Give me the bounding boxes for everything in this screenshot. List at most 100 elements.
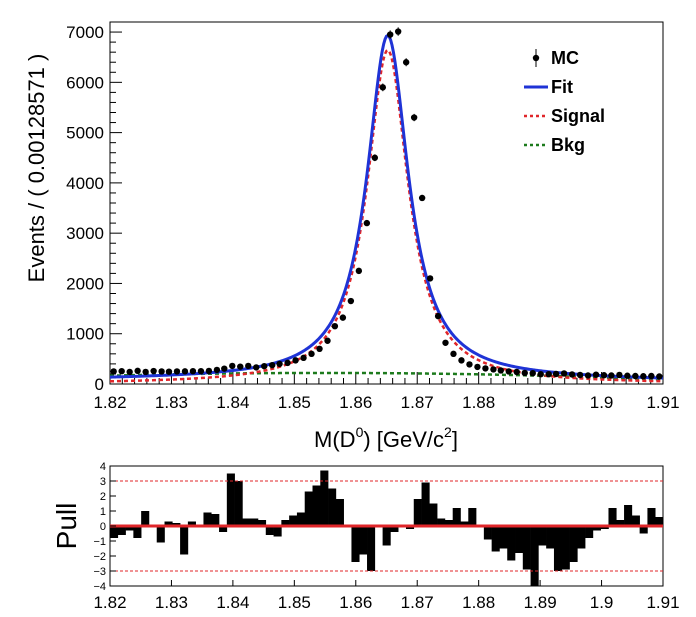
mc-data-point (284, 359, 291, 367)
pull-y-tick-label: 1 (100, 506, 106, 518)
pull-bar (444, 520, 454, 526)
mc-data-point (513, 368, 520, 376)
pull-bar (289, 515, 298, 526)
pull-bar (553, 526, 563, 571)
mc-data-point (410, 114, 418, 121)
pull-bar (257, 520, 267, 526)
pull-bar (413, 499, 422, 526)
pull-y-tick-label: −2 (93, 551, 106, 563)
pull-bar (390, 526, 399, 532)
pull-bar (437, 518, 446, 526)
main-y-tick-label: 6000 (66, 73, 104, 92)
pull-bar (491, 526, 500, 552)
mc-data-point (158, 368, 165, 375)
mc-data-point (118, 367, 125, 375)
mc-data-point (529, 369, 536, 377)
mc-data-point (379, 84, 387, 91)
pull-reference-lines (110, 480, 663, 572)
main-y-tick-label: 0 (95, 375, 104, 394)
pull-bar (203, 512, 212, 526)
pull-bar (187, 521, 196, 526)
pull-bar (304, 491, 313, 526)
mc-data-point (126, 368, 133, 376)
mc-data-point (640, 373, 647, 380)
main-y-tick-label: 1000 (66, 325, 104, 344)
main-y-tick-label: 5000 (66, 124, 104, 143)
mc-data-point (355, 267, 363, 275)
main-plot-frame (109, 21, 664, 385)
pull-bar (507, 526, 516, 561)
legend-entry-signal: Signal (524, 106, 605, 126)
main-x-tick-label: 1.83 (155, 393, 188, 412)
mc-data-point (466, 361, 473, 368)
mc-data-point (497, 367, 504, 374)
pull-y-tick-label: 4 (100, 461, 106, 473)
main-x-tick-label: 1.86 (339, 393, 372, 412)
pull-bar (624, 505, 633, 526)
pull-bar (281, 520, 290, 526)
mc-data-point (308, 350, 315, 358)
mc-data-point (324, 337, 331, 344)
fit-curves (109, 33, 664, 383)
mc-data-point (110, 368, 117, 375)
mc-data-point (458, 357, 465, 364)
pull-bar (359, 526, 368, 555)
pull-bar (452, 508, 461, 526)
main-y-tick-label: 3000 (66, 224, 104, 243)
pull-x-tick-label: 1.84 (216, 593, 249, 612)
mc-data-point (592, 371, 600, 378)
pull-x-tick-label: 1.83 (155, 593, 188, 612)
pull-bars (110, 470, 664, 586)
mc-data-point (442, 339, 449, 346)
pull-bar (499, 526, 508, 549)
pull-bar (328, 488, 337, 526)
mc-data-point (331, 322, 339, 330)
mc-data-point (253, 364, 260, 371)
pull-bar (546, 526, 555, 549)
pull-bar (156, 526, 165, 543)
mc-data-point (261, 362, 268, 370)
mc-data-point (402, 59, 410, 66)
pull-bar (608, 508, 617, 526)
mc-data-point (394, 28, 402, 35)
pull-bar (141, 511, 150, 526)
mc-data-point (576, 371, 584, 379)
pull-bar (320, 470, 329, 526)
mc-data-point (316, 345, 323, 353)
pull-y-tick-label: 3 (100, 476, 106, 488)
mc-data-point (205, 367, 213, 375)
pull-y-axis: 4 3 2 1 0 −1 −2 −3 −4 (93, 461, 116, 593)
mc-data-point (552, 370, 560, 378)
mc-data-point (300, 354, 307, 362)
mc-data-point (189, 367, 197, 375)
pull-bar (647, 508, 656, 526)
pull-bar (538, 526, 547, 546)
pull-x-axis: 1.82 1.83 1.84 1.85 1.86 1.87 1.88 1.89 1.9 1.91 (93, 580, 680, 612)
mc-data-point (347, 297, 355, 305)
pull-bar (429, 503, 438, 526)
main-x-tick-label: 1.87 (401, 393, 434, 412)
mc-data-point (276, 360, 283, 368)
mc-data-point (197, 367, 205, 375)
pull-bar (460, 521, 469, 526)
mc-data-point (142, 368, 149, 376)
pull-x-tick-label: 1.87 (401, 593, 434, 612)
legend-marker (532, 54, 540, 62)
pull-bar (242, 518, 251, 526)
pull-bar (639, 526, 648, 534)
mc-data-point (490, 366, 497, 373)
mc-data-point (648, 372, 655, 380)
pull-bar (211, 514, 220, 526)
mc-data-point (221, 365, 228, 372)
mc-data-point (418, 194, 426, 202)
mc-data-point (537, 370, 544, 378)
pull-bar (273, 526, 282, 537)
pull-bar (382, 526, 391, 546)
mc-data-point (505, 368, 512, 375)
pull-bar (483, 526, 492, 540)
mc-data-point (237, 363, 244, 370)
pull-x-tick-label: 1.86 (339, 593, 372, 612)
main-x-tick-label: 1.84 (216, 393, 249, 412)
